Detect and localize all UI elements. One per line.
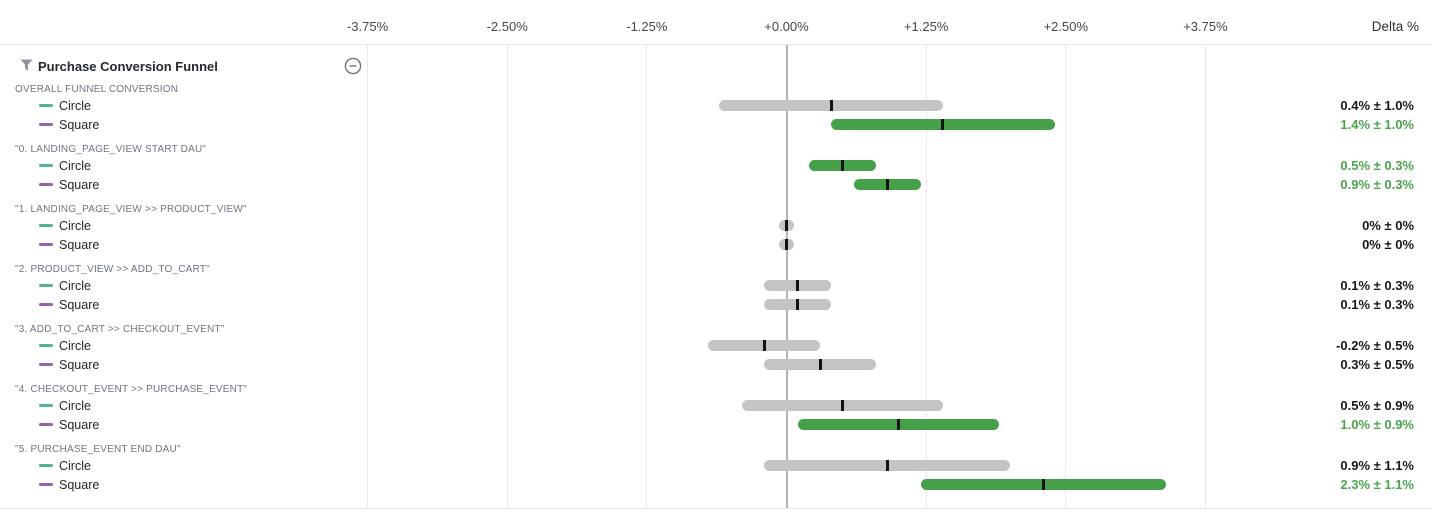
delta-value: 0.1% ± 0.3% bbox=[1340, 277, 1414, 293]
variant-label: Square bbox=[59, 297, 100, 312]
header-divider bbox=[0, 44, 1432, 45]
delta-value: 1.0% ± 0.9% bbox=[1340, 416, 1414, 432]
variant-label: Square bbox=[59, 177, 100, 192]
estimate-tick bbox=[829, 100, 833, 111]
axis-tick-label: +1.25% bbox=[903, 19, 949, 34]
estimate-tick bbox=[762, 340, 766, 351]
variant-swatch bbox=[39, 164, 53, 167]
variant-label: Square bbox=[59, 417, 100, 432]
variant-label: Circle bbox=[59, 338, 91, 353]
variant-swatch bbox=[39, 123, 53, 126]
delta-value: 0.9% ± 0.3% bbox=[1340, 176, 1414, 192]
estimate-tick bbox=[941, 119, 945, 130]
estimate-tick bbox=[840, 400, 844, 411]
variant-swatch bbox=[39, 483, 53, 486]
delta-axis-label: Delta % bbox=[1371, 19, 1419, 34]
variant-swatch bbox=[39, 344, 53, 347]
variant-label: Circle bbox=[59, 278, 91, 293]
estimate-tick bbox=[885, 460, 889, 471]
variant-swatch bbox=[39, 363, 53, 366]
variant-swatch bbox=[39, 464, 53, 467]
delta-value: 1.4% ± 1.0% bbox=[1340, 116, 1414, 132]
axis-tick-label: -2.50% bbox=[486, 19, 528, 34]
metric-group-label: OVERALL FUNNEL CONVERSION bbox=[15, 84, 179, 95]
axis-tick-label: +0.00% bbox=[764, 19, 809, 34]
delta-value: 0.3% ± 0.5% bbox=[1340, 356, 1414, 372]
gridline bbox=[646, 45, 648, 508]
gridline bbox=[506, 45, 508, 508]
zero-gridline bbox=[785, 45, 788, 508]
delta-value: 0% ± 0% bbox=[1362, 217, 1414, 233]
estimate-tick bbox=[785, 239, 788, 250]
metric-group-label: "2. PRODUCT_VIEW >> ADD_TO_CART" bbox=[15, 264, 210, 275]
delta-value: 0% ± 0% bbox=[1362, 236, 1414, 252]
variant-label: Circle bbox=[59, 98, 91, 113]
variant-label: Circle bbox=[59, 158, 91, 173]
gridline bbox=[925, 45, 927, 508]
variant-label: Square bbox=[59, 357, 100, 372]
estimate-tick bbox=[796, 299, 800, 310]
delta-value: 2.3% ± 1.1% bbox=[1340, 476, 1414, 492]
axis-tick-label: -1.25% bbox=[626, 19, 668, 34]
gridline bbox=[1065, 45, 1067, 508]
variant-swatch bbox=[39, 303, 53, 306]
metric-group-label: "4. CHECKOUT_EVENT >> PURCHASE_EVENT" bbox=[15, 384, 248, 395]
metric-group-label: "1. LANDING_PAGE_VIEW >> PRODUCT_VIEW" bbox=[15, 204, 247, 215]
funnel-title: Purchase Conversion Funnel bbox=[38, 59, 218, 74]
bottom-divider bbox=[0, 508, 1432, 509]
variant-label: Square bbox=[59, 477, 100, 492]
variant-label: Circle bbox=[59, 458, 91, 473]
variant-swatch bbox=[39, 284, 53, 287]
variant-label: Square bbox=[59, 117, 100, 132]
variant-swatch bbox=[39, 243, 53, 246]
delta-value: 0.9% ± 1.1% bbox=[1340, 457, 1414, 473]
estimate-tick bbox=[818, 359, 822, 370]
variant-swatch bbox=[39, 404, 53, 407]
estimate-tick bbox=[1041, 479, 1045, 490]
delta-value: 0.5% ± 0.9% bbox=[1340, 397, 1414, 413]
estimate-tick bbox=[885, 179, 889, 190]
estimate-tick bbox=[796, 280, 800, 291]
variant-swatch bbox=[39, 423, 53, 426]
delta-value: 0.5% ± 0.3% bbox=[1340, 157, 1414, 173]
axis-tick-label: +2.50% bbox=[1043, 19, 1089, 34]
variant-swatch bbox=[39, 104, 53, 107]
variant-swatch bbox=[39, 183, 53, 186]
collapse-minus-icon[interactable] bbox=[344, 57, 362, 75]
axis-tick-label: -3.75% bbox=[346, 19, 389, 34]
estimate-tick bbox=[840, 160, 844, 171]
metric-group-label: "3. ADD_TO_CART >> CHECKOUT_EVENT" bbox=[15, 324, 225, 335]
axis-tick-label: +3.75% bbox=[1183, 19, 1228, 34]
filter-icon[interactable] bbox=[20, 59, 33, 72]
estimate-tick bbox=[896, 419, 900, 430]
gridline bbox=[367, 45, 369, 508]
delta-value: 0.4% ± 1.0% bbox=[1340, 97, 1414, 113]
metric-group-label: "5. PURCHASE_EVENT END DAU" bbox=[15, 444, 181, 455]
variant-label: Circle bbox=[59, 218, 91, 233]
metric-group-label: "0. LANDING_PAGE_VIEW START DAU" bbox=[15, 144, 207, 155]
variant-label: Circle bbox=[59, 398, 91, 413]
delta-value: -0.2% ± 0.5% bbox=[1336, 337, 1414, 353]
gridline bbox=[1204, 45, 1206, 508]
variant-swatch bbox=[39, 224, 53, 227]
variant-label: Square bbox=[59, 237, 100, 252]
delta-value: 0.1% ± 0.3% bbox=[1340, 296, 1414, 312]
estimate-tick bbox=[785, 220, 788, 231]
